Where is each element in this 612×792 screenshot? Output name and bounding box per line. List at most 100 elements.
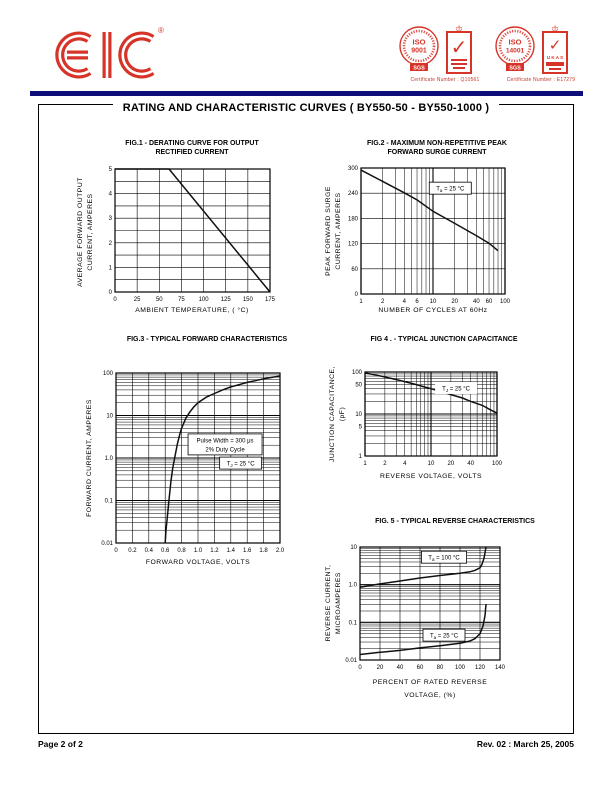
svg-text:120: 120 — [348, 242, 359, 248]
svg-text:1: 1 — [359, 454, 363, 460]
svg-text:100: 100 — [199, 297, 210, 303]
svg-text:1: 1 — [363, 461, 367, 467]
fig4-plot-area: 1 2 4 10 20 40 100 1 5 10 50 100 TJ = 25 °C — [352, 370, 503, 467]
svg-text:40: 40 — [473, 299, 480, 305]
svg-text:9001: 9001 — [411, 48, 427, 55]
svg-text:10: 10 — [106, 414, 113, 420]
page-number: Page 2 of 2 — [38, 739, 83, 749]
svg-text:0.8: 0.8 — [177, 548, 186, 554]
fig1-x-axis-label: AMBIENT TEMPERATURE, ( °C) — [135, 307, 249, 314]
svg-text:75: 75 — [178, 297, 185, 303]
svg-text:SGS: SGS — [509, 66, 521, 72]
svg-text:0.2: 0.2 — [128, 548, 137, 554]
registered-trademark-icon: ® — [158, 26, 164, 35]
svg-text:0: 0 — [358, 665, 362, 671]
fig3-x-axis-label: FORWARD VOLTAGE, VOLTS — [145, 559, 251, 566]
svg-text:0: 0 — [109, 290, 113, 296]
fig5-annotation-box — [421, 550, 468, 564]
header-rule — [30, 91, 583, 96]
svg-text:300: 300 — [348, 166, 359, 172]
svg-text:1.0: 1.0 — [105, 456, 114, 462]
svg-text:175: 175 — [265, 297, 276, 303]
svg-text:0: 0 — [355, 292, 359, 298]
svg-text:U K A S: U K A S — [547, 55, 563, 60]
derating-curve — [115, 168, 271, 293]
fig5-annotation-box — [422, 628, 466, 642]
svg-text:2: 2 — [383, 461, 387, 467]
svg-text:5: 5 — [359, 425, 363, 431]
svg-text:✓: ✓ — [451, 37, 468, 59]
svg-text:150: 150 — [243, 297, 254, 303]
svg-text:60: 60 — [351, 267, 358, 273]
svg-text:0: 0 — [113, 297, 117, 303]
svg-text:ISO: ISO — [509, 38, 522, 47]
svg-text:3: 3 — [109, 216, 113, 222]
svg-text:25: 25 — [134, 297, 141, 303]
svg-text:100: 100 — [500, 299, 511, 305]
fig3-annotation: Pulse Width = 300 μs — [197, 438, 254, 444]
fig2-plot-area: 1 2 4 6 10 20 40 60 100 0 60 120 180 240 300 Ta = 25 °C — [348, 166, 511, 305]
fig2-y-axis-label: PEAK FORWARD SURGE CURRENT, AMPERES — [324, 186, 342, 276]
fig3-annotation: TJ = 25 °C — [227, 461, 256, 468]
svg-text:4: 4 — [403, 461, 407, 467]
fig4-annotation: TJ = 25 °C — [442, 386, 471, 393]
svg-text:1.6: 1.6 — [243, 548, 252, 554]
svg-text:240: 240 — [348, 191, 359, 197]
fig3-annotation-box — [219, 456, 263, 470]
svg-text:♔: ♔ — [551, 24, 559, 34]
fig3-annotation: 2% Duty Cycle — [205, 447, 245, 453]
svg-text:10: 10 — [430, 299, 437, 305]
fig3-chart: 0 0.2 0.4 0.6 0.8 1.0 1.2 1.4 1.6 1.8 2.0 0.01 0.1 1.… — [101, 371, 285, 554]
svg-text:50: 50 — [156, 297, 163, 303]
svg-text:0.01: 0.01 — [101, 541, 113, 547]
reverse-current-100c-curve — [359, 546, 487, 589]
fig5-plot-border — [359, 546, 501, 661]
svg-text:6: 6 — [415, 299, 419, 305]
svg-text:0.1: 0.1 — [349, 620, 358, 626]
svg-text:10: 10 — [428, 461, 435, 467]
fig4-chart: 1 2 4 10 20 40 100 1 5 10 50 100 TJ = 25 °C — [352, 370, 503, 467]
fig1-plot-area: 0 25 50 75 100 125 150 175 0 1 2 3 4 5 — [109, 167, 276, 303]
revision-date: Rev. 02 : March 25, 2005 — [476, 739, 574, 749]
fig2-plot-border — [360, 167, 506, 295]
svg-text:1.8: 1.8 — [259, 548, 268, 554]
fig5-y-axis-label: REVERSE CURRENT, MICROAMPERES — [324, 564, 342, 642]
fig3-plot-area: 0 0.2 0.4 0.6 0.8 1.0 1.2 1.4 1.6 1.8 2.0 0.01 0.1 1.… — [101, 371, 285, 554]
svg-text:ISO: ISO — [413, 38, 426, 47]
fig4-title: FIG 4 . - TYPICAL JUNCTION CAPACITANCE — [370, 336, 518, 343]
svg-text:140: 140 — [495, 665, 506, 671]
svg-text:✓: ✓ — [549, 37, 562, 54]
svg-text:14001: 14001 — [506, 48, 525, 55]
fig3-plot-border — [115, 372, 281, 544]
svg-text:1: 1 — [109, 265, 113, 271]
svg-text:4: 4 — [109, 192, 113, 198]
fig3-annotation-box — [187, 433, 263, 456]
fig4-plot-border — [364, 371, 498, 457]
iso9001-stamp-icon: ISO 9001 SGS — [399, 26, 439, 72]
svg-text:2: 2 — [381, 299, 385, 305]
fig3-title: FIG.3 - TYPICAL FORWARD CHARACTERISTICS — [126, 336, 288, 343]
fig2-title: FIG.2 - MAXIMUM NON-REPETITIVE PEAK FORW… — [366, 140, 507, 157]
fig5-annotation: Ta = 100 °C — [428, 555, 460, 562]
svg-text:10: 10 — [355, 412, 362, 418]
svg-text:180: 180 — [348, 216, 359, 222]
ukas-check-icon: ♔ ✓ U K A S — [542, 24, 568, 74]
fig4-x-axis-label: REVERSE VOLTAGE, VOLTS — [379, 473, 483, 480]
fig5-x-axis-label: PERCENT OF RATED REVERSE VOLTAGE, (%) — [372, 679, 488, 699]
forward-characteristic-curve — [164, 375, 281, 544]
svg-text:20: 20 — [451, 299, 458, 305]
svg-text:SGS: SGS — [413, 66, 425, 72]
svg-text:0: 0 — [114, 548, 118, 554]
svg-text:100: 100 — [492, 461, 503, 467]
svg-text:100: 100 — [455, 665, 466, 671]
svg-text:120: 120 — [475, 665, 486, 671]
svg-text:20: 20 — [377, 665, 384, 671]
fig4-y-axis-label: JUNCTION CAPACITANCE, (pF) — [328, 366, 346, 462]
surge-current-curve — [360, 169, 499, 252]
svg-text:1.2: 1.2 — [210, 548, 219, 554]
svg-text:20: 20 — [448, 461, 455, 467]
fig4-annotation-box — [435, 381, 478, 394]
svg-text:♔: ♔ — [455, 24, 463, 34]
svg-text:50: 50 — [355, 383, 362, 389]
